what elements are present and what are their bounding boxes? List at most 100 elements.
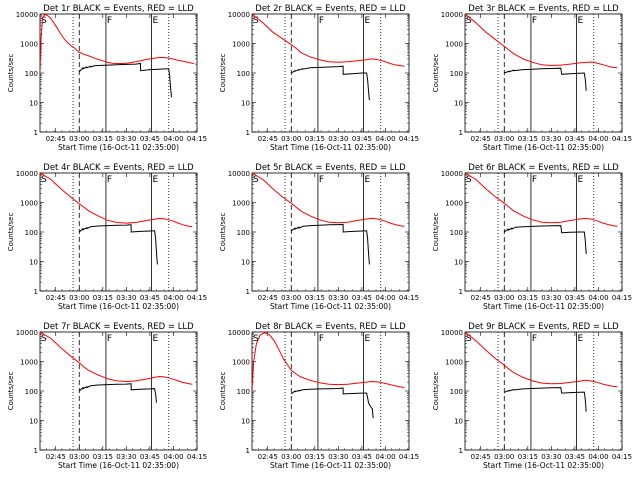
marker-letter-E: E [153, 16, 159, 26]
marker-letter-F: F [107, 16, 112, 26]
y-tick-label: 1000 [445, 359, 463, 367]
x-tick-label: 02:45 [46, 135, 66, 143]
panel-det-4: Det 4r BLACK = Events, RED = LLD 1 10 100 10… [7, 163, 207, 311]
panel-title: Det 9r BLACK = Events, RED = LLD [468, 322, 619, 332]
series-group [465, 332, 618, 412]
x-tick-label: 03:45 [352, 294, 372, 302]
y-axis-label: Counts/sec [7, 213, 15, 252]
x-tick-label: 04:15 [399, 294, 419, 302]
y-tick-label: 10000 [228, 329, 250, 337]
x-tick-label: 04:15 [612, 294, 632, 302]
x-axis-label: Start Time (16-Oct-11 02:35:00) [270, 461, 391, 470]
series-group [40, 332, 193, 403]
panel-title: Det 8r BLACK = Events, RED = LLD [255, 322, 406, 332]
y-axis-label: Counts/sec [7, 372, 15, 411]
x-tick-label: 03:15 [518, 135, 538, 143]
marker-letter-E: E [365, 334, 371, 344]
panel-det-2: Det 2r BLACK = Events, RED = LLD 1 10 100 10… [219, 4, 419, 152]
y-tick-label: 10 [454, 259, 463, 267]
x-axis-label: Start Time (16-Oct-11 02:35:00) [483, 461, 604, 470]
x-tick-label: 02:45 [471, 453, 491, 461]
y-tick-label: 1000 [20, 41, 38, 49]
x-tick-label: 04:00 [163, 294, 183, 302]
y-tick-label: 1 [246, 129, 250, 137]
marker-letter-start: S [253, 334, 259, 344]
x-tick-label: 03:15 [305, 294, 325, 302]
y-tick-label: 10 [454, 100, 463, 108]
y-tick-label: 1 [246, 447, 250, 455]
y-tick-label: 1 [459, 288, 463, 296]
x-tick-label: 03:00 [69, 294, 89, 302]
marker-letter-F: F [107, 175, 112, 185]
y-tick-label: 1 [459, 447, 463, 455]
x-tick-label: 03:45 [140, 135, 160, 143]
y-tick-label: 10000 [441, 329, 463, 337]
y-axis-label: Counts/sec [219, 372, 227, 411]
marker-letter-F: F [319, 16, 324, 26]
marker-letter-F: F [319, 175, 324, 185]
y-tick-label: 1000 [232, 359, 250, 367]
x-tick-label: 02:45 [46, 294, 66, 302]
x-tick-label: 04:00 [163, 135, 183, 143]
y-axis-label: Counts/sec [432, 54, 440, 93]
x-axis-label: Start Time (16-Oct-11 02:35:00) [483, 143, 604, 152]
x-tick-label: 03:00 [69, 135, 89, 143]
series-line-lld [465, 173, 618, 227]
x-tick-label: 02:45 [471, 294, 491, 302]
series-group [252, 332, 405, 419]
x-tick-label: 03:30 [328, 135, 348, 143]
y-axis-label: Counts/sec [432, 372, 440, 411]
panel-title: Det 3r BLACK = Events, RED = LLD [468, 4, 619, 14]
marker-letter-F: F [532, 334, 537, 344]
x-tick-label: 03:30 [116, 453, 136, 461]
marker-letter-start: S [41, 334, 47, 344]
panel-det-9: Det 9r BLACK = Events, RED = LLD 1 10 100 10… [432, 322, 632, 470]
x-tick-label: 03:15 [305, 135, 325, 143]
series-group [465, 14, 618, 91]
plot-frame [39, 13, 198, 133]
series-group [252, 173, 405, 265]
x-tick-label: 03:30 [541, 294, 561, 302]
series-line-events [291, 223, 370, 265]
marker-letter-F: F [107, 334, 112, 344]
x-tick-label: 03:30 [328, 453, 348, 461]
x-tick-label: 04:00 [588, 294, 608, 302]
x-tick-label: 03:00 [494, 294, 514, 302]
y-tick-label: 1000 [232, 200, 250, 208]
marker-letter-F: F [532, 16, 537, 26]
series-line-events [78, 62, 173, 98]
x-axis-label: Start Time (16-Oct-11 02:35:00) [483, 302, 604, 311]
panel-det-6: Det 6r BLACK = Events, RED = LLD 1 10 100 10… [432, 163, 632, 311]
marker-letter-F: F [319, 334, 324, 344]
x-axis-label: Start Time (16-Oct-11 02:35:00) [58, 461, 179, 470]
y-tick-label: 10 [29, 100, 38, 108]
marker-letter-E: E [365, 175, 371, 185]
x-tick-label: 03:00 [494, 135, 514, 143]
marker-letter-start: S [41, 16, 47, 26]
y-tick-label: 10000 [228, 11, 250, 19]
x-tick-label: 04:00 [375, 294, 395, 302]
x-axis-label: Start Time (16-Oct-11 02:35:00) [270, 143, 391, 152]
x-tick-label: 04:15 [187, 453, 207, 461]
panel-det-3: Det 3r BLACK = Events, RED = LLD 1 10 100 10… [432, 4, 632, 152]
y-tick-label: 100 [450, 388, 463, 396]
series-line-lld [252, 173, 405, 227]
x-tick-label: 03:45 [352, 453, 372, 461]
marker-letter-E: E [365, 16, 371, 26]
y-tick-label: 1000 [20, 200, 38, 208]
y-tick-label: 1 [34, 447, 38, 455]
series-group [40, 173, 193, 265]
y-tick-label: 10 [241, 100, 250, 108]
y-tick-label: 100 [450, 70, 463, 78]
marker-letter-E: E [153, 175, 159, 185]
x-tick-label: 04:00 [375, 453, 395, 461]
y-tick-label: 1000 [445, 200, 463, 208]
x-tick-label: 03:30 [116, 135, 136, 143]
y-axis-label: Counts/sec [219, 213, 227, 252]
x-tick-label: 04:15 [612, 453, 632, 461]
marker-letter-start: S [41, 175, 47, 185]
y-tick-label: 10000 [16, 11, 38, 19]
x-tick-label: 03:30 [116, 294, 136, 302]
series-line-events [290, 387, 374, 419]
